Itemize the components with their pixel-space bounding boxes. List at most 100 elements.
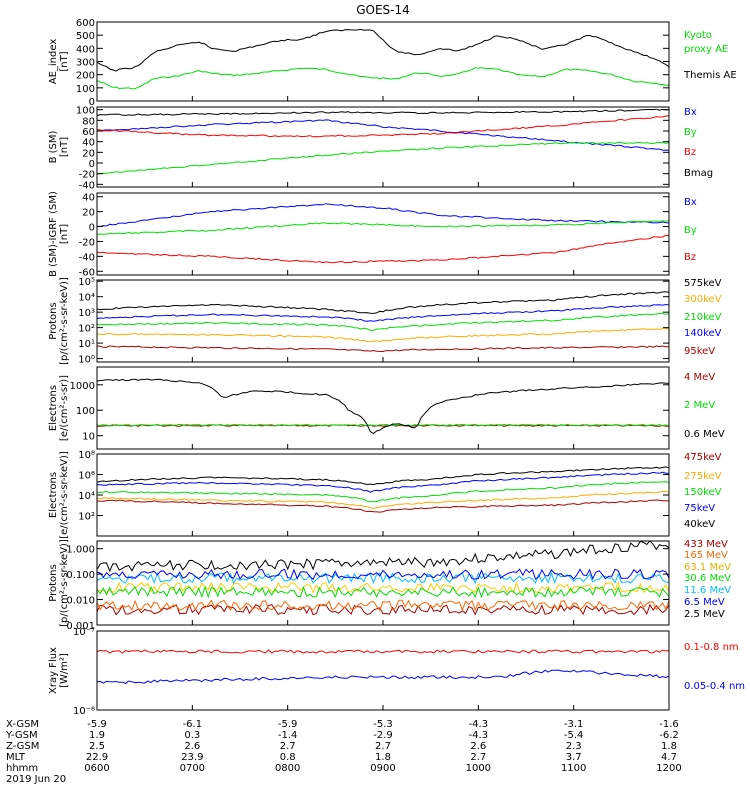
y-tick-label-bsm: 0	[89, 159, 95, 170]
y-axis-label-bigrf: B (SM)-IGRF (SM)	[48, 191, 59, 277]
series-line-protons_mev-1	[96, 599, 670, 612]
orbit-value: 0900	[370, 763, 395, 774]
legend-protons_kev-0: 575keV	[684, 278, 722, 289]
series-line-protons_mev-5	[96, 568, 670, 580]
series-line-electrons_mev-2	[96, 378, 669, 435]
legend-bigrf-1: By	[684, 225, 697, 236]
series-line-protons_mev-2	[96, 581, 670, 594]
orbit-value: -5.9	[87, 719, 107, 730]
legend-electrons_kev-4: 40keV	[684, 519, 715, 530]
legend-protons_mev-1: 165 MeV	[684, 550, 728, 561]
series-line-ae-0	[96, 67, 670, 90]
orbit-value: -4.3	[469, 730, 489, 741]
y-tick-label-bigrf: -40	[79, 252, 95, 263]
y-axis-label-electrons_mev: [e/(cm²-s-sr)]	[59, 375, 70, 441]
y-tick-label-bsm: 40	[82, 138, 95, 149]
orbit-value: 0600	[84, 763, 109, 774]
orbit-value: 1.9	[89, 730, 105, 741]
series-line-bsm-1	[96, 141, 670, 175]
y-tick-label-protons_mev: 0.001	[66, 621, 95, 632]
orbit-value: 0.8	[280, 752, 296, 763]
y-tick-label-ae: 100	[76, 84, 95, 95]
orbit-value: 1200	[656, 763, 681, 774]
orbit-row-label: Y-GSM	[5, 730, 38, 741]
y-tick-label-bigrf: 0	[89, 223, 95, 234]
y-axis-label-xray: [W/m²]	[59, 653, 70, 688]
y-axis-label-electrons_kev: [e/(cm²-s-sr-keV)]	[59, 451, 70, 539]
orbit-value: -5.3	[373, 719, 393, 730]
legend-ae-1: Themis AE	[683, 70, 737, 81]
orbit-value: 1.8	[661, 741, 677, 752]
orbit-value: -3.1	[564, 719, 584, 730]
series-line-protons_mev-0	[96, 603, 670, 616]
orbit-value: -5.4	[564, 730, 584, 741]
y-axis-label-ae: [nT]	[59, 51, 70, 71]
series-line-protons_mev-4	[96, 571, 669, 585]
y-tick-label-bigrf: 40	[82, 193, 95, 204]
legend-protons_mev-0: 433 MeV	[684, 539, 728, 550]
series-line-electrons_kev-2	[96, 481, 670, 503]
orbit-value: 4.7	[661, 752, 677, 763]
y-tick-label-ae: 200	[76, 71, 95, 82]
orbit-row-label: Z-GSM	[6, 741, 39, 752]
legend-protons_mev-5: 6.5 MeV	[684, 597, 725, 608]
y-tick-label-electrons_kev: 10⁶	[78, 471, 95, 482]
y-axis-label-protons_mev: [p/(cm²-s-sr-keV)]	[59, 539, 70, 627]
orbit-value: 2.7	[280, 741, 296, 752]
legend-protons_kev-1: 300keV	[684, 294, 722, 305]
y-tick-label-protons_kev: 10⁵	[78, 277, 95, 288]
series-line-protons_kev-0	[96, 291, 670, 314]
plot-frame-electrons_mev	[96, 366, 670, 450]
series-line-electrons_kev-4	[96, 466, 670, 486]
y-tick-label-protons_kev: 10¹	[78, 339, 95, 350]
panel-bigrf: Bx By Bz -60 -40 -20 0 20 40 B (SM)-IGRF (SM) [nT]	[48, 191, 697, 278]
legend-protons_mev-4: 11.6 MeV	[684, 585, 731, 596]
y-axis-label-xray: Xray Flux	[48, 647, 59, 694]
orbit-value: -4.3	[469, 719, 489, 730]
y-axis-label-protons_kev: [p/(cm²-s-sr-keV)]	[59, 277, 70, 365]
y-tick-label-ae: 400	[76, 44, 95, 55]
y-tick-label-protons_mev: 0.010	[66, 596, 95, 607]
panel-xray: 0.1-0.8 nm 0.05-0.4 nm 10⁻⁸ 10⁻⁷ Xray Flux [W…	[48, 627, 745, 717]
legend-protons_kev-3: 140keV	[684, 328, 722, 339]
orbit-value: 22.9	[86, 752, 108, 763]
legend-part: Kyoto	[684, 30, 712, 41]
orbit-value: 1.8	[375, 752, 391, 763]
y-tick-label-xray: 10⁻⁷	[73, 627, 95, 638]
orbit-value: 0700	[180, 763, 205, 774]
plot-frame-bsm	[96, 106, 670, 188]
legend-electrons_kev-0: 475keV	[684, 452, 722, 463]
orbit-value: -6.2	[659, 730, 679, 741]
panel-ae: Kyoto proxy AE Themis AE 0 100 200 300 400 500 60…	[48, 18, 737, 108]
series-line-bsm-3	[96, 108, 670, 117]
y-tick-label-bsm: -20	[79, 170, 95, 181]
legend-ae-0: Kyoto proxy AE	[684, 30, 728, 55]
legend-protons_kev-2: 210keV	[684, 312, 722, 323]
y-tick-label-electrons_kev: 10⁴	[78, 491, 95, 502]
series-line-protons_kev-4	[96, 345, 669, 353]
y-tick-label-bsm: -40	[79, 180, 95, 191]
orbit-value: 1100	[561, 763, 586, 774]
legend-electrons_mev-2: 0.6 MeV	[684, 429, 725, 440]
y-tick-label-bsm: 100	[76, 106, 95, 117]
panel-electrons_mev: 4 MeV 2 MeV 0.6 MeV 10 100 1000 Electrons [e/(c…	[48, 366, 725, 450]
y-axis-label-bsm: B (SM)	[48, 130, 59, 163]
y-tick-label-ae: 0	[89, 97, 95, 108]
series-line-protons_mev-6	[96, 540, 670, 573]
y-tick-label-electrons_mev: 10	[82, 432, 95, 443]
series-line-protons_kev-1	[96, 327, 670, 343]
plot-frame-ae	[96, 21, 670, 102]
orbit-value: 0800	[275, 763, 300, 774]
series-line-xray-0	[96, 649, 670, 654]
plot-frame-bigrf	[96, 192, 670, 276]
series-line-bigrf-2	[96, 234, 670, 264]
orbit-value: 23.9	[181, 752, 203, 763]
orbit-value: 2.7	[375, 741, 391, 752]
series-line-protons_kev-2	[96, 312, 670, 331]
y-axis-label-electrons_mev: Electrons	[48, 385, 59, 431]
series-line-protons_mev-3	[96, 585, 670, 599]
